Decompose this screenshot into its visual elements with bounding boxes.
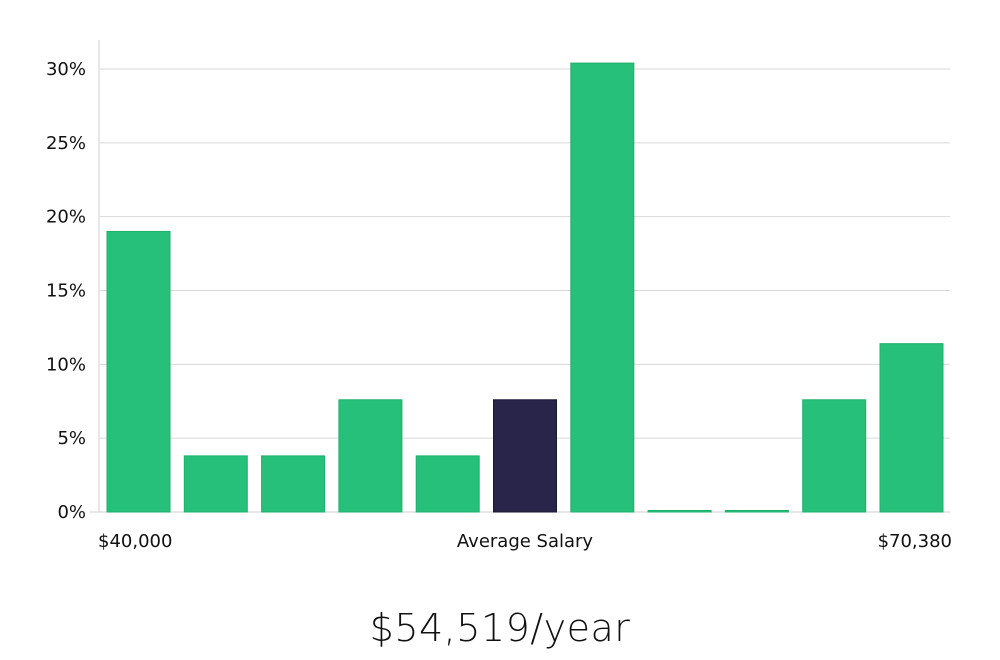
bar-bin-8 (647, 510, 712, 513)
bar-bin-11 (879, 343, 944, 513)
bar-bin-7 (570, 62, 635, 513)
y-tick-label-30: 30% (46, 59, 86, 80)
bar-bin-10 (802, 399, 867, 513)
salary-histogram-chart: 0% 5% 10% 15% 20% 25% 30% $40,000 Average Sala… (46, 40, 952, 552)
y-tick-label-20: 20% (46, 207, 86, 228)
x-axis-title: Average Salary (457, 531, 594, 552)
y-axis-tick-labels: 0% 5% 10% 15% 20% 25% 30% (46, 59, 86, 523)
bar-bin-9 (724, 510, 789, 513)
y-tick-label-0: 0% (57, 502, 86, 523)
x-max-label: $70,380 (878, 531, 952, 552)
y-tick-label-10: 10% (46, 354, 86, 375)
bar-bin-3 (261, 455, 326, 513)
bars (106, 62, 944, 513)
y-tick-label-15: 15% (46, 281, 86, 302)
bar-bin-4 (338, 399, 403, 513)
bar-bin-5 (415, 455, 480, 513)
x-min-label: $40,000 (98, 531, 172, 552)
bar-bin-1 (106, 230, 171, 513)
gridlines (100, 68, 950, 439)
y-tick-label-5: 5% (57, 428, 86, 449)
bar-bin-2 (183, 455, 248, 513)
x-axis-labels: $40,000 Average Salary $70,380 (98, 531, 952, 552)
bar-highlighted-bin-6 (493, 399, 557, 513)
y-tick-label-25: 25% (46, 133, 86, 154)
average-salary-value: $54,519/year (369, 606, 631, 650)
